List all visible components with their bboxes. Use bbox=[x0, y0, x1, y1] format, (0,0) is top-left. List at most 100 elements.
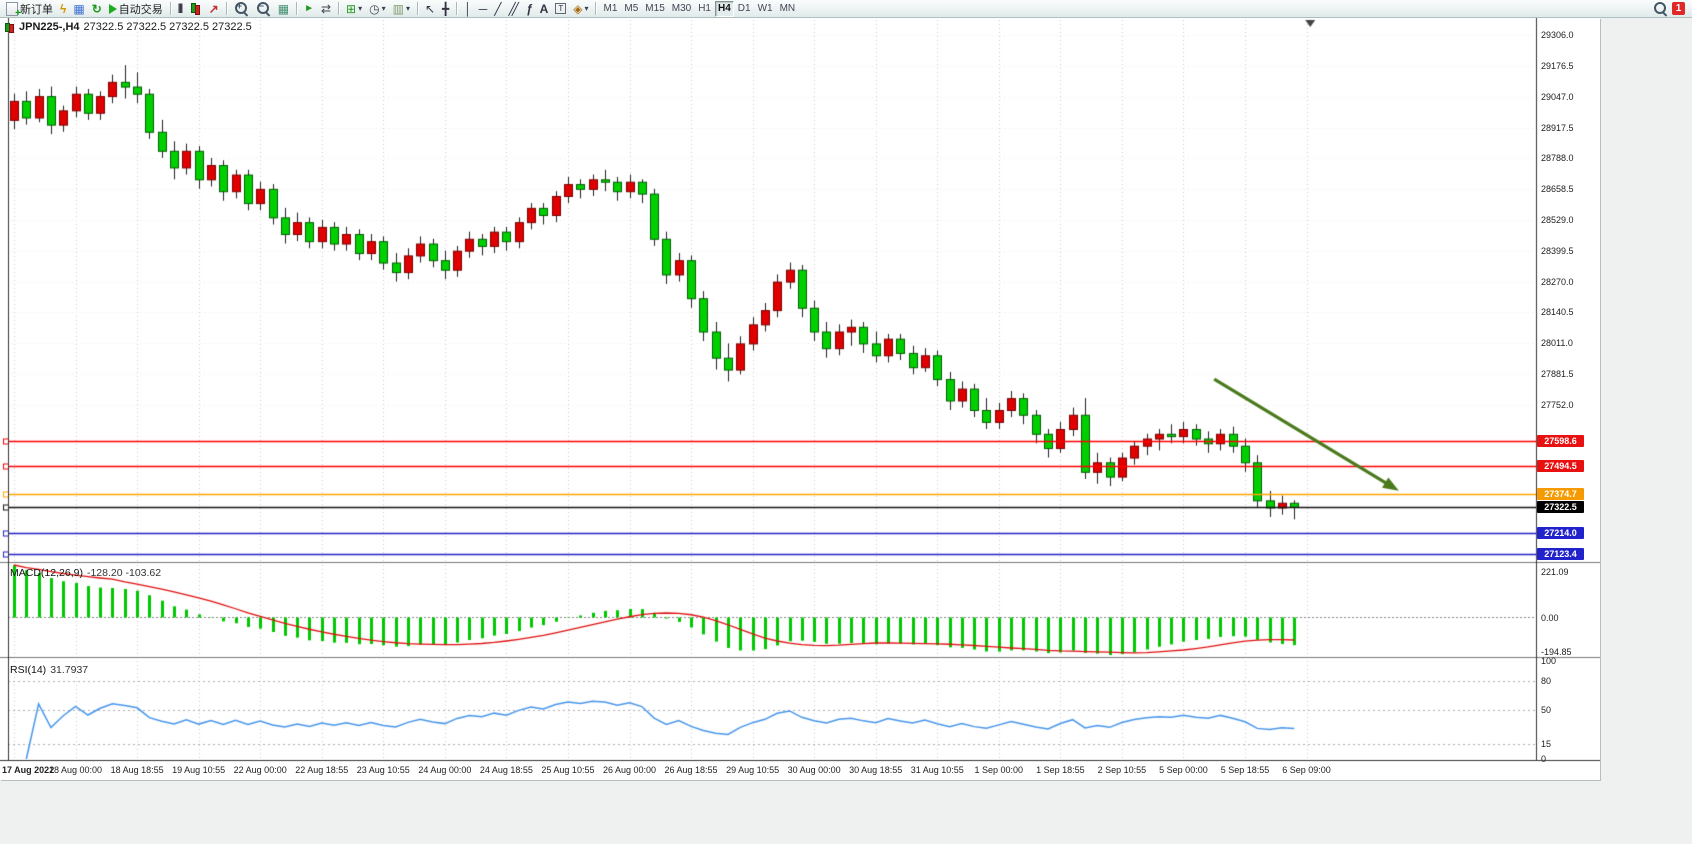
time-axis-label: 30 Aug 00:00 bbox=[787, 765, 841, 775]
bars-icon: ||| bbox=[177, 2, 183, 14]
trendline-button[interactable]: ╱ bbox=[491, 1, 504, 17]
fibo-icon: ƒ bbox=[525, 1, 533, 16]
price-axis-label: 28270.0 bbox=[1541, 276, 1574, 287]
zoom-in-button[interactable]: + bbox=[231, 1, 252, 17]
rsi-axis-label: 15 bbox=[1541, 739, 1552, 750]
rsi-axis-label: 50 bbox=[1541, 705, 1552, 715]
bolt-icon: ϟ bbox=[60, 1, 67, 16]
time-axis-label: 1 Sep 18:55 bbox=[1036, 765, 1085, 775]
toolbar-separator bbox=[296, 2, 298, 15]
autoscroll-icon: ► bbox=[304, 2, 314, 14]
main-toolbar: 新订单ϟ▦↻自动交易|||↗+−▦►⇄⊞▾◷▾▥▾↖╋│─╱╱╱ƒAT◈▾M1M… bbox=[0, 0, 1692, 19]
channel-icon: ╱╱ bbox=[508, 1, 520, 16]
scripts-button[interactable]: ϟ bbox=[57, 1, 69, 17]
shapes-icon: ◈ bbox=[573, 1, 583, 16]
crosshair-icon: ╋ bbox=[442, 1, 450, 16]
price-axis[interactable]: 29306.0 29176.5 29047.0 28917.5 28788.0 28658… bbox=[1537, 18, 1599, 780]
time-axis-label: 24 Aug 00:00 bbox=[418, 765, 472, 775]
price-axis-label: 28788.0 bbox=[1541, 153, 1574, 164]
toolbar-separator bbox=[595, 2, 597, 15]
price-axis-label: 28140.5 bbox=[1541, 307, 1574, 318]
rsi-axis-label: 80 bbox=[1541, 675, 1552, 686]
price-axis-label: 28011.0 bbox=[1541, 338, 1573, 349]
hline-price-tag: 27123.4 bbox=[1537, 548, 1584, 560]
time-axis-label: 2 Sep 10:55 bbox=[1097, 765, 1147, 775]
timeframe-button-h1[interactable]: H1 bbox=[695, 1, 714, 17]
vline-icon: │ bbox=[464, 1, 472, 16]
text-icon: A bbox=[539, 1, 549, 16]
timeframe-button-m15[interactable]: M15 bbox=[642, 1, 667, 17]
timeframe-button-m5[interactable]: M5 bbox=[621, 1, 641, 17]
chart-canvas[interactable] bbox=[0, 18, 1600, 780]
ohlc-values: 27322.5 27322.5 27322.5 27322.5 bbox=[83, 21, 252, 33]
trendline-icon: ╱ bbox=[494, 1, 502, 16]
rsi-name: RSI(14) bbox=[10, 664, 47, 676]
time-axis-label: 17 Aug 2022 bbox=[2, 765, 55, 775]
chart-header: JPN225-,H4 27322.5 27322.5 27322.5 27322… bbox=[4, 21, 252, 33]
search-icon bbox=[1653, 1, 1668, 16]
price-axis-label: 27752.0 bbox=[1541, 399, 1574, 410]
crosshair-button[interactable]: ╋ bbox=[439, 1, 452, 17]
bar-chart-button[interactable]: ||| bbox=[175, 1, 185, 17]
search-button[interactable] bbox=[1650, 1, 1671, 17]
chevron-down-icon: ▾ bbox=[584, 4, 589, 13]
text-button[interactable]: A bbox=[537, 1, 552, 17]
chevron-down-icon: ▾ bbox=[381, 4, 386, 13]
new-order-button-label: 新订单 bbox=[20, 3, 53, 16]
auto-trading-button[interactable]: 自动交易 bbox=[106, 1, 166, 17]
new-chart-button[interactable]: ⊞ ▾ bbox=[343, 1, 365, 17]
chart-type-icon bbox=[4, 22, 15, 33]
chart-window: JPN225-,H4 27322.5 27322.5 27322.5 27322… bbox=[0, 18, 1600, 780]
tile-windows-button[interactable]: ▦ bbox=[275, 1, 292, 17]
timeframe-button-h4[interactable]: H4 bbox=[715, 0, 734, 17]
toolbar-separator bbox=[338, 2, 340, 15]
shapes-button[interactable]: ◈ ▾ bbox=[570, 1, 591, 17]
hline-price-tag: 27322.5 bbox=[1537, 501, 1584, 513]
timeframe-button-d1[interactable]: D1 bbox=[735, 1, 754, 17]
timeframe-button-m1[interactable]: M1 bbox=[600, 1, 620, 17]
time-axis-label: 18 Aug 00:00 bbox=[49, 765, 103, 775]
chevron-down-icon: ▾ bbox=[405, 4, 410, 13]
macd-axis-label: 221.09 bbox=[1541, 567, 1569, 577]
tile-icon: ▦ bbox=[277, 1, 290, 16]
auto-scroll-button[interactable]: ► bbox=[301, 1, 317, 17]
market-watch-button[interactable]: ▦ bbox=[70, 1, 87, 17]
fibonacci-button[interactable]: ƒ bbox=[523, 1, 536, 17]
monitor-icon: ▦ bbox=[73, 1, 85, 16]
timeframe-button-w1[interactable]: W1 bbox=[755, 1, 776, 17]
periods-button[interactable]: ◷ ▾ bbox=[366, 1, 389, 17]
price-axis-label: 29176.5 bbox=[1541, 61, 1574, 71]
line-chart-button[interactable]: ↗ bbox=[206, 1, 222, 17]
text-label-button[interactable]: T bbox=[552, 1, 569, 17]
channel-button[interactable]: ╱╱ bbox=[506, 1, 522, 17]
chevron-down-icon: ▾ bbox=[358, 4, 363, 13]
zoom-out-button[interactable]: − bbox=[253, 1, 274, 17]
label-icon: T bbox=[555, 3, 567, 14]
templates-button[interactable]: ▥ ▾ bbox=[390, 1, 413, 17]
horizontal-line-button[interactable]: ─ bbox=[476, 1, 491, 17]
rsi-indicator-label: RSI(14) 31.7937 bbox=[10, 664, 88, 676]
macd-values: -128.20 -103.62 bbox=[86, 567, 162, 579]
hline-price-tag: 27598.6 bbox=[1537, 435, 1584, 447]
zoom-out-icon: − bbox=[256, 1, 271, 16]
refresh-button[interactable]: ↻ bbox=[89, 1, 105, 17]
time-axis-label: 25 Aug 10:55 bbox=[541, 765, 595, 775]
vertical-line-button[interactable]: │ bbox=[461, 1, 475, 17]
candle-chart-button[interactable] bbox=[186, 1, 205, 17]
hline-price-tag: 27214.0 bbox=[1537, 527, 1584, 539]
time-axis[interactable]: 17 Aug 2022 18 Aug 00:00 18 Aug 18:55 19 Au… bbox=[0, 763, 1536, 779]
macd-axis-label: 0.00 bbox=[1541, 612, 1559, 623]
notification-badge[interactable]: 1 bbox=[1672, 2, 1685, 15]
time-axis-label: 1 Sep 00:00 bbox=[974, 765, 1024, 775]
cursor-button[interactable]: ↖ bbox=[422, 1, 438, 17]
time-axis-label: 22 Aug 00:00 bbox=[233, 765, 287, 775]
time-axis-label: 5 Sep 18:55 bbox=[1220, 765, 1270, 775]
toolbar-separator bbox=[416, 2, 418, 15]
auto-trading-button-label: 自动交易 bbox=[118, 3, 163, 16]
zoom-in-icon: + bbox=[234, 1, 249, 16]
chart-shift-button[interactable]: ⇄ bbox=[318, 1, 334, 17]
new-order-button[interactable]: 新订单 bbox=[3, 1, 56, 19]
macd-name: MACD(12,26,9) bbox=[10, 567, 83, 579]
timeframe-button-mn[interactable]: MN bbox=[777, 1, 799, 17]
timeframe-button-m30[interactable]: M30 bbox=[669, 1, 694, 17]
